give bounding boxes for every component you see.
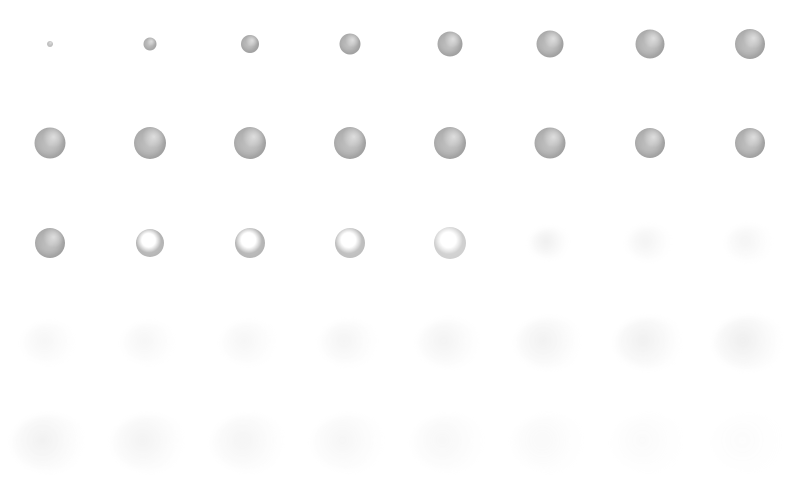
mist-cloud-icon — [212, 415, 288, 471]
bubble-icon — [534, 127, 566, 159]
sprite-frame — [300, 293, 400, 393]
mist-cloud-icon — [418, 320, 482, 366]
mist-cloud-icon — [412, 415, 488, 471]
sprite-frame — [300, 93, 400, 193]
sprite-frame — [200, 393, 300, 493]
sprite-frame — [0, 193, 100, 293]
sprite-frame — [200, 0, 300, 94]
mist-cloud-icon — [714, 317, 786, 369]
sprite-frame — [400, 393, 500, 493]
bubble-icon — [47, 41, 53, 47]
sprite-frame — [300, 193, 400, 293]
sprite-frame — [700, 293, 800, 393]
bubble-icon — [234, 127, 266, 159]
sprite-frame — [100, 193, 200, 293]
mist-cloud-icon — [12, 415, 88, 471]
bubble-icon — [34, 127, 66, 159]
mist-cloud-icon — [112, 415, 188, 471]
mist-cloud-icon — [615, 318, 685, 368]
sprite-frame — [100, 0, 200, 94]
sprite-frame — [100, 393, 200, 493]
sprite-frame — [500, 93, 600, 193]
mist-cloud-icon — [122, 323, 178, 363]
bubble-icon — [635, 128, 665, 158]
bubble-icon — [635, 29, 665, 59]
bubble-icon — [235, 228, 265, 258]
mist-cloud-icon — [221, 322, 279, 364]
bubble-icon — [434, 227, 466, 259]
sprite-frame — [0, 93, 100, 193]
mist-cloud-icon — [627, 226, 673, 260]
mist-cloud-icon — [530, 228, 570, 258]
sprite-frame — [200, 293, 300, 393]
mist-cloud-icon — [512, 415, 588, 471]
mist-cloud-icon — [612, 415, 688, 471]
sprite-frame — [500, 193, 600, 293]
bubble-icon — [241, 35, 259, 53]
sprite-frame — [0, 0, 100, 94]
sprite-frame — [600, 0, 700, 94]
sprite-frame — [600, 193, 700, 293]
sprite-frame — [700, 393, 800, 493]
sprite-frame — [300, 0, 400, 94]
sprite-frame — [200, 93, 300, 193]
bubble-icon — [536, 30, 564, 58]
sprite-frame — [500, 0, 600, 94]
bubble-icon — [434, 127, 466, 159]
bubble-icon — [335, 228, 365, 258]
sprite-frame — [700, 0, 800, 94]
mist-cloud-icon — [22, 323, 78, 363]
bubble-icon — [134, 127, 166, 159]
bubble-icon — [735, 128, 765, 158]
bubble-icon — [143, 37, 157, 51]
sprite-frame — [400, 0, 500, 94]
sprite-frame — [0, 293, 100, 393]
bubble-icon — [136, 229, 164, 257]
sprite-frame — [200, 193, 300, 293]
bubble-icon — [437, 31, 463, 57]
sprite-frame — [600, 393, 700, 493]
sprite-frame — [700, 193, 800, 293]
sprite-frame — [400, 293, 500, 393]
sprite-frame — [600, 293, 700, 393]
bubble-icon — [35, 228, 65, 258]
sprite-frame — [500, 293, 600, 393]
bubble-icon — [735, 29, 765, 59]
mist-cloud-icon — [320, 321, 380, 365]
bubble-icon — [334, 127, 366, 159]
sprite-frame — [300, 393, 400, 493]
sprite-frame — [400, 193, 500, 293]
mist-cloud-icon — [712, 415, 788, 471]
sprite-frame — [500, 393, 600, 493]
mist-cloud-icon — [726, 225, 774, 261]
sprite-frame — [700, 93, 800, 193]
sprite-frame — [100, 293, 200, 393]
sprite-frame — [100, 93, 200, 193]
bubble-icon — [339, 33, 361, 55]
mist-cloud-icon — [516, 318, 584, 368]
sprite-frame — [600, 93, 700, 193]
sprite-frame — [400, 93, 500, 193]
mist-cloud-icon — [312, 415, 388, 471]
sprite-frame — [0, 393, 100, 493]
